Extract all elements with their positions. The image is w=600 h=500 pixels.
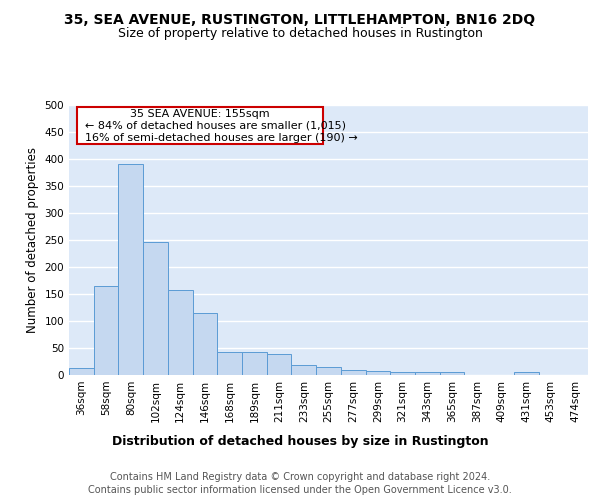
Bar [341,370,365,375]
FancyBboxPatch shape [77,108,323,144]
Text: 35 SEA AVENUE: 155sqm: 35 SEA AVENUE: 155sqm [130,109,270,119]
Bar [514,372,539,375]
Bar [415,372,440,375]
Y-axis label: Number of detached properties: Number of detached properties [26,147,39,333]
Bar [292,366,316,375]
Bar [193,313,217,375]
Bar [316,367,341,375]
Bar [440,372,464,375]
Bar [118,164,143,375]
Bar [94,286,118,375]
Bar [69,368,94,375]
Text: ← 84% of detached houses are smaller (1,015): ← 84% of detached houses are smaller (1,… [85,120,346,130]
Text: 16% of semi-detached houses are larger (190) →: 16% of semi-detached houses are larger (… [85,133,358,143]
Bar [365,371,390,375]
Bar [143,242,168,375]
Bar [390,372,415,375]
Bar [267,354,292,375]
Bar [242,352,267,375]
Text: Distribution of detached houses by size in Rustington: Distribution of detached houses by size … [112,435,488,448]
Text: Contains HM Land Registry data © Crown copyright and database right 2024.: Contains HM Land Registry data © Crown c… [110,472,490,482]
Text: Contains public sector information licensed under the Open Government Licence v3: Contains public sector information licen… [88,485,512,495]
Bar [168,290,193,375]
Text: 35, SEA AVENUE, RUSTINGTON, LITTLEHAMPTON, BN16 2DQ: 35, SEA AVENUE, RUSTINGTON, LITTLEHAMPTO… [64,12,536,26]
Bar [217,352,242,375]
Text: Size of property relative to detached houses in Rustington: Size of property relative to detached ho… [118,28,482,40]
